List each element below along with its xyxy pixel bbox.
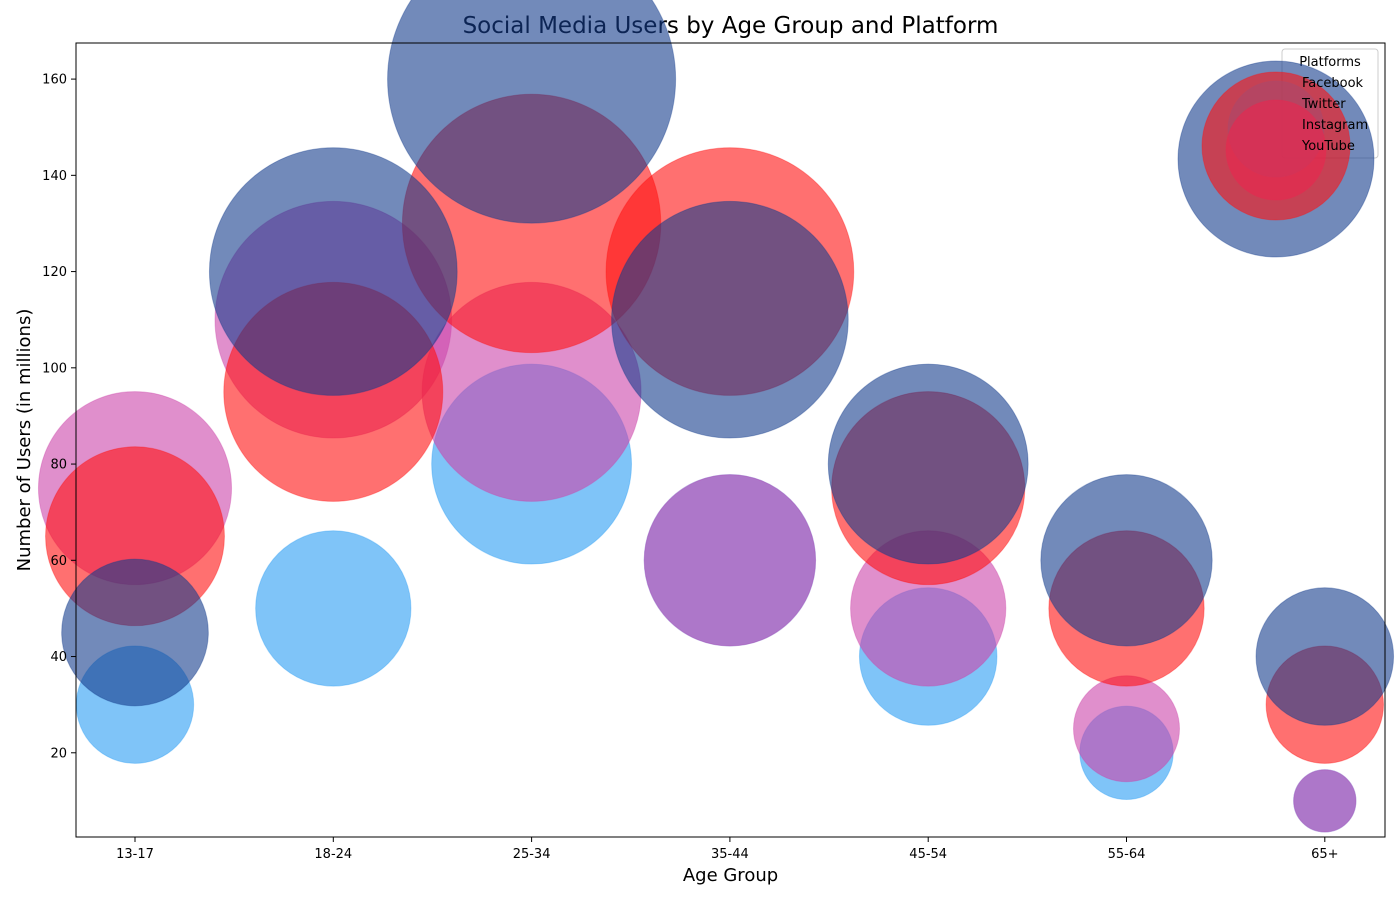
x-axis-title: Age Group [683,865,778,886]
y-tick-label: 140 [42,169,67,184]
x-tick-label: 55-64 [1108,847,1146,862]
legend-label-twitter: Twitter [1301,97,1346,112]
bubble-youtube-65 [1255,587,1395,726]
y-tick-label: 100 [42,361,67,376]
plot-frame [75,42,1386,838]
legend-label-instagram: Instagram [1302,118,1368,133]
bubble-twitter-35-44 [643,474,817,647]
y-tick-label: 160 [42,73,67,88]
bubble-twitter-55-64 [1073,675,1180,783]
x-tick-label: 45-54 [909,847,947,862]
x-tick-label: 18-24 [314,847,352,862]
legend-label-facebook: Facebook [1302,76,1364,91]
legend-label-youtube: YouTube [1301,139,1355,154]
legend-title: Platforms [1299,55,1361,70]
y-tick-label: 20 [50,746,67,761]
y-tick-label: 80 [50,458,67,473]
x-tick-label: 25-34 [513,847,551,862]
bubble-youtube-55-64 [1040,474,1213,647]
y-tick-label: 40 [50,650,67,665]
y-tick-label: 120 [42,265,67,280]
y-tick-label: 60 [50,554,67,569]
series-youtube [61,0,1395,726]
x-tick-label: 65+ [1311,847,1338,862]
bubble-twitter-65 [1293,769,1357,833]
bubble-youtube-25-34 [387,0,677,224]
x-tick-label: 35-44 [711,847,749,862]
bubble-youtube-18-24 [208,147,458,396]
bubble-facebook-18-24 [255,530,412,687]
legend-marker-instagram [1201,71,1351,221]
bubble-youtube-35-44 [611,200,849,439]
bubble-youtube-13-17 [61,558,209,707]
legend: Platforms Facebook Twitter Instagram YouTube [1177,48,1379,258]
bubble-layer [37,0,1395,833]
x-tick-label: 13-17 [116,847,154,862]
axes: 13-17 18-24 25-34 35-44 45-54 55-64 65+ 20 40 60 8… [42,42,1386,862]
bubble-youtube-45-54 [827,363,1029,565]
y-axis-title: Number of Users (in millions) [14,309,35,572]
